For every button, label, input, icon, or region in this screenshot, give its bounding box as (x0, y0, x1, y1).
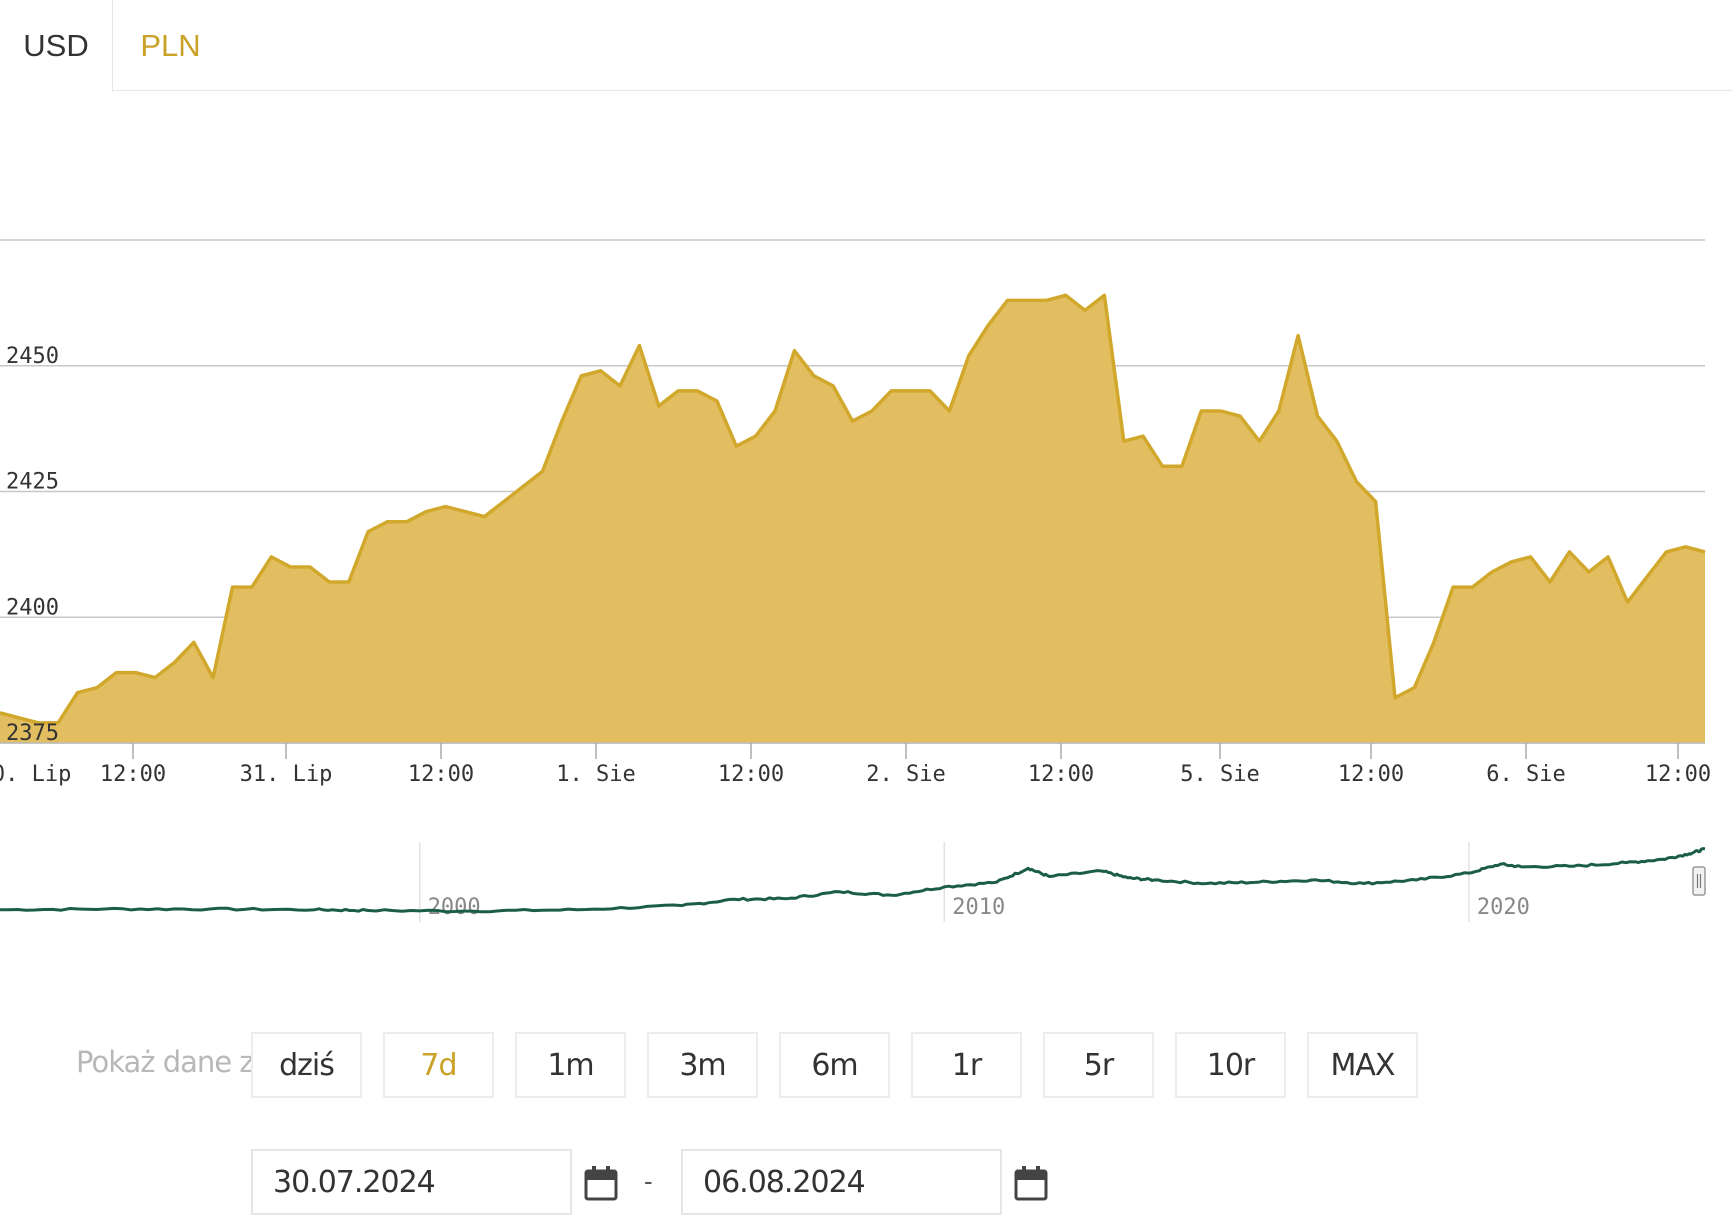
y-tick-label: 2400 (6, 595, 59, 620)
price-line (0, 293, 1706, 725)
y-tick-label: 2450 (6, 344, 59, 369)
y-tick-label: 2375 (6, 721, 59, 746)
calendar-from-icon[interactable] (584, 1165, 618, 1201)
x-tick-label: 12:00 (408, 762, 474, 787)
range-button-max[interactable]: MAX (1307, 1032, 1418, 1098)
range-button-3m[interactable]: 3m (647, 1032, 758, 1098)
x-tick-label: 12:00 (1645, 762, 1711, 787)
x-tick-label: 5. Sie (1180, 762, 1259, 787)
nav-year-label: 2010 (952, 895, 1005, 920)
range-button-6m[interactable]: 6m (779, 1032, 890, 1098)
x-tick-label: 12:00 (718, 762, 784, 787)
x-tick-label: 12:00 (100, 762, 166, 787)
y-tick-label: 2425 (6, 470, 59, 495)
calendar-to-icon[interactable] (1014, 1165, 1048, 1201)
range-button-1m[interactable]: 1m (515, 1032, 626, 1098)
x-tick-label: 2. Sie (866, 762, 945, 787)
x-tick-label: 12:00 (1338, 762, 1404, 787)
range-label: Pokaż dane z: (76, 1045, 263, 1079)
date-separator: - (644, 1166, 653, 1196)
x-tick-label: 30. Lip (0, 762, 71, 787)
range-button-5r[interactable]: 5r (1043, 1032, 1154, 1098)
navigator-chart[interactable]: 2000 2010 2020 (0, 0, 1732, 960)
nav-year-label: 2020 (1477, 895, 1530, 920)
date-to-input[interactable] (681, 1149, 1002, 1215)
range-button-dziś[interactable]: dziś (251, 1032, 362, 1098)
range-button-10r[interactable]: 10r (1175, 1032, 1286, 1098)
x-tick-label: 6. Sie (1486, 762, 1565, 787)
nav-year-label: 2000 (428, 895, 481, 920)
price-area (0, 295, 1705, 743)
x-tick-label: 31. Lip (240, 762, 333, 787)
navigator-handle[interactable] (1692, 866, 1706, 896)
range-button-7d[interactable]: 7d (383, 1032, 494, 1098)
range-button-1r[interactable]: 1r (911, 1032, 1022, 1098)
price-chart: 2375 2400 2425 2450 30. Lip 12:00 31. Lip 12:00… (0, 239, 1711, 787)
navigator-line (0, 847, 1706, 914)
tab-pln[interactable]: PLN (140, 27, 201, 63)
tabs-divider (112, 90, 1732, 91)
x-tick-label: 1. Sie (556, 762, 635, 787)
currency-tabs: USD PLN (0, 0, 1732, 92)
date-from-input[interactable] (251, 1149, 572, 1215)
x-tick-label: 12:00 (1028, 762, 1094, 787)
tab-usd[interactable]: USD (0, 0, 113, 92)
